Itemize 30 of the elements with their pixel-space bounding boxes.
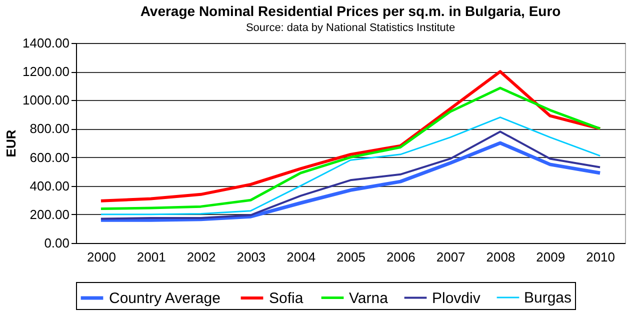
x-tick-label: 2002 — [186, 250, 216, 264]
x-tick-label: 2000 — [86, 250, 116, 264]
x-tick-label: 2003 — [236, 250, 266, 264]
x-tick-label: 2001 — [136, 250, 166, 264]
y-tick-label: 600.00 — [30, 150, 70, 165]
y-tick-label: 1400.00 — [22, 36, 70, 50]
y-tick-label: 1200.00 — [22, 64, 70, 80]
x-tick-label: 2007 — [436, 250, 466, 264]
legend-label: Plovdiv — [432, 290, 481, 307]
y-tick-label: 1000.00 — [22, 92, 70, 108]
x-tick-label: 2004 — [286, 250, 316, 264]
chart-subtitle: Source: data by National Statistics Institute — [246, 22, 456, 34]
line-series — [100, 86, 602, 210]
y-tick-label: 400.00 — [30, 178, 70, 194]
y-axis-title: EUR — [4, 129, 19, 158]
x-tick-label: 2006 — [386, 250, 416, 264]
line-series — [99, 70, 602, 202]
x-tick-label: 2005 — [336, 250, 366, 264]
x-tick-label: 2008 — [486, 250, 516, 264]
y-tick-label: 0.00 — [44, 236, 70, 250]
x-tick-label: 2010 — [586, 250, 616, 264]
chart-title: Average Nominal Residential Prices per sq.m. in Bulgaria, Euro — [140, 3, 561, 19]
legend-label: Sofia — [269, 290, 304, 307]
legend-label: Burgas — [524, 290, 572, 306]
legend-label: Varna — [349, 290, 389, 307]
y-tick-label: 200.00 — [30, 206, 70, 222]
y-tick-label: 800.00 — [30, 121, 70, 136]
legend-label: Country Average — [109, 290, 220, 307]
x-tick-label: 2009 — [536, 250, 566, 264]
line-series — [100, 116, 601, 216]
